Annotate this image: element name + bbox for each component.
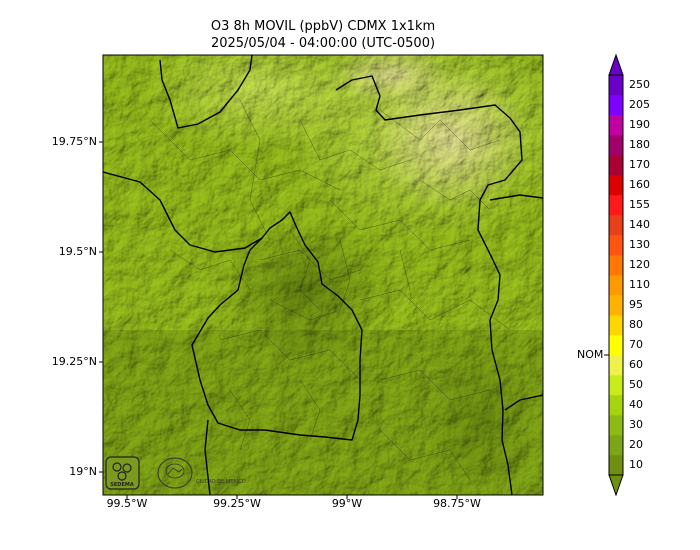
colorbar-tick-label: 60 [629,358,643,371]
map-title: O3 8h MOVIL (ppbV) CDMX 1x1km [210,19,436,34]
ozone-field [103,55,543,495]
colorbar-tick-label: 50 [629,378,643,391]
colorbar-segment [609,395,623,416]
colorbar-tick-label: 30 [629,418,643,431]
colorbar-extend-min [608,474,624,497]
colorbar-segment [609,355,623,376]
colorbar-tick-label: 10 [629,458,643,471]
colorbar-tick-label: 120 [629,258,650,271]
colorbar-segment [609,375,623,396]
colorbar-tick-label: 110 [629,278,650,291]
lon-label: 99.25°W [213,497,261,510]
sedema-logo: SEDEMA [105,456,140,490]
colorbar-segment [609,435,623,456]
map-frame [102,54,544,496]
colorbar-segment [609,115,623,136]
lat-label: 19.75°N [51,135,97,148]
lat-label: 19.5°N [58,245,97,258]
lon-label: 99.5°W [106,497,148,510]
colorbar-tick-label: 130 [629,238,650,251]
colorbar [604,53,624,497]
colorbar-segment [609,95,623,116]
municipal-boundaries [149,99,511,481]
axis-ticks [99,141,458,499]
colorbar-tick-label: 180 [629,138,650,151]
colorbar-tick-label: 80 [629,318,643,331]
colorbar-tick-label: 205 [629,98,650,111]
colorbar-tick-label: 170 [629,158,650,171]
colorbar-extend-max [608,53,624,76]
colorbar-tick-label: 20 [629,438,643,451]
colorbar-segment [609,195,623,216]
lat-label: 19°N [69,465,97,478]
colorbar-segment [609,295,623,316]
colorbar-tick-label: 160 [629,178,650,191]
colorbar-segment [609,215,623,236]
sedema-logo-text: SEDEMA [110,482,134,488]
colorbar-tick-label: 40 [629,398,643,411]
colorbar-tick-label: 190 [629,118,650,131]
colorbar-segment [609,455,623,476]
colorbar-tick-label: 155 [629,198,650,211]
colorbar-tick-label: 250 [629,78,650,91]
colorbar-segment [609,175,623,196]
colorbar-tick-label: 95 [629,298,643,311]
colorbar-segment [609,415,623,436]
cdmx-logo: CIUDAD DE MÉXICO [157,457,246,489]
nom-marker-label: NOM [577,348,604,361]
colorbar-segment [609,235,623,256]
colorbar-frame [608,74,624,476]
colorbar-segment [609,155,623,176]
state-boundaries [103,55,543,495]
lon-label: 99°W [331,497,363,510]
colorbar-segment [609,75,623,96]
colorbar-tick-label: 140 [629,218,650,231]
colorbar-segment [609,335,623,356]
lon-label: 98.75°W [433,497,481,510]
colorbar-segment [609,275,623,296]
lat-label: 19.25°N [51,355,97,368]
colorbar-tick-label: 70 [629,338,643,351]
colorbar-segment [609,315,623,336]
colorbar-segment [609,255,623,276]
cdmx-logo-text: CIUDAD DE MÉXICO [196,477,246,485]
colorbar-segment [609,135,623,156]
map-subtitle: 2025/05/04 - 04:00:00 (UTC-0500) [210,36,436,51]
